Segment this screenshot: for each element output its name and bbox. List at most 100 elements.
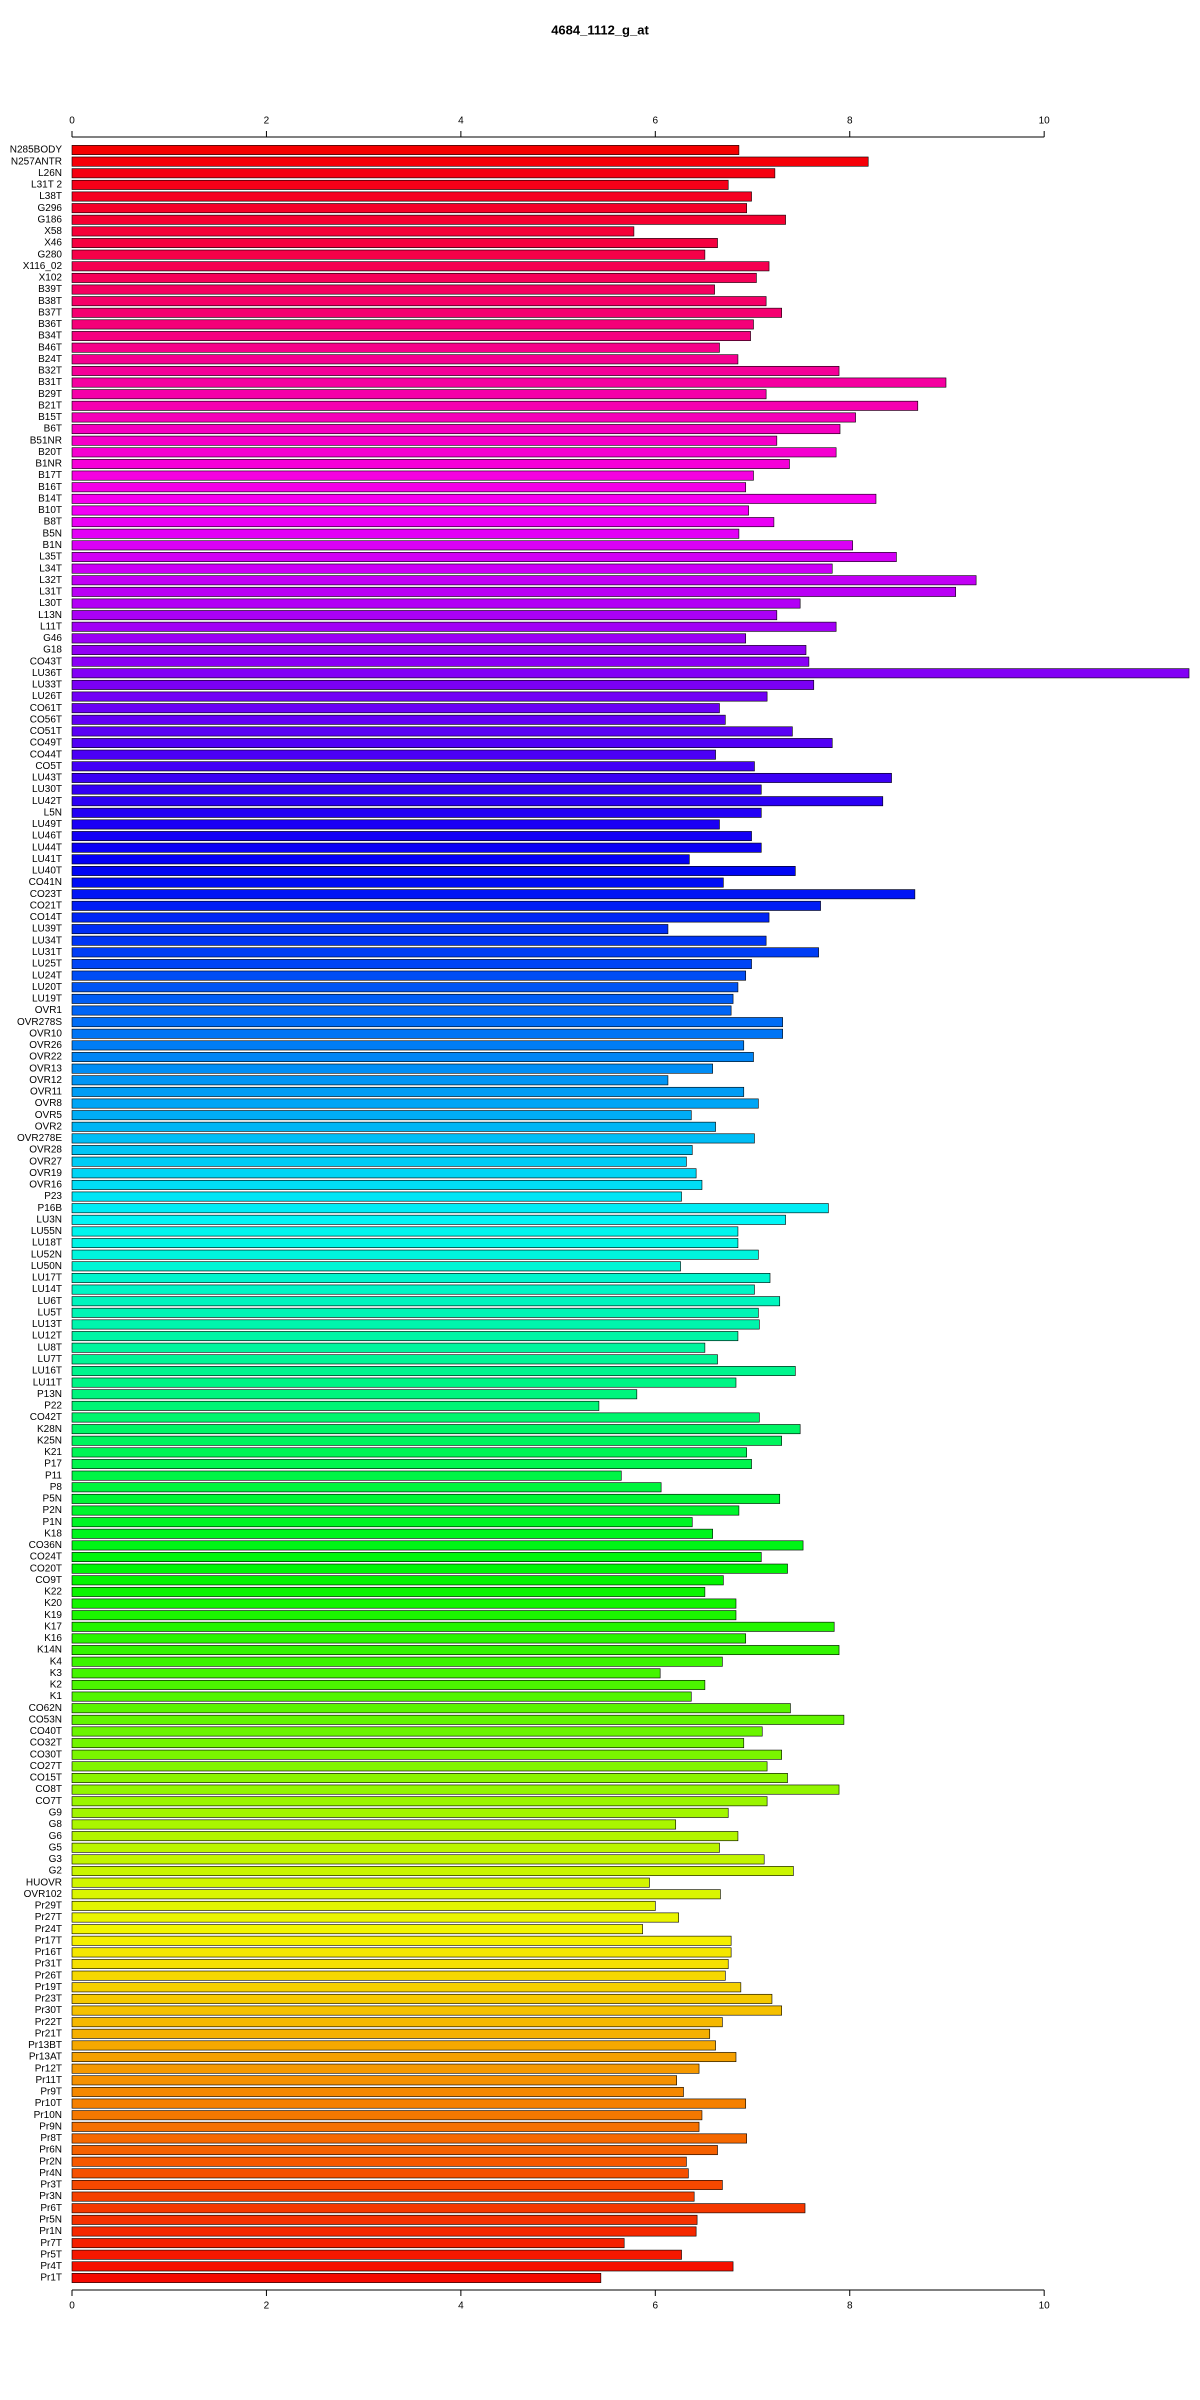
bar [71,2121,700,2132]
y-tick-label: OVR13 [29,1063,62,1074]
y-tick-label: CO15T [30,1773,62,1784]
y-tick-label: B6T [44,424,62,435]
y-tick-label: B37T [38,307,62,318]
bar [71,342,720,353]
y-tick-label: Pr21T [35,2028,62,2039]
y-tick-label: K18 [44,1528,62,1539]
bar [71,1261,681,1272]
bar [71,621,837,632]
bar [71,1354,718,1365]
bar [71,1598,737,1609]
bar [71,831,752,842]
bar [71,540,853,551]
y-tick-label: Pr7T [40,2238,62,2249]
bar [71,1679,706,1690]
bar [71,284,715,295]
y-tick-label: K3 [50,1668,63,1679]
bar [71,1633,747,1644]
bar [71,249,706,260]
y-tick-label: CO44T [30,749,62,760]
y-tick-label: K17 [44,1621,62,1632]
bar [71,1400,600,1411]
y-tick-label: CO30T [30,1749,62,1760]
y-tick-label: LU3N [36,1214,62,1225]
bar [71,1854,765,1865]
bar [71,1540,804,1551]
bar [71,214,786,225]
y-tick-label: P5N [43,1494,62,1505]
bar [71,714,726,725]
x-tick-label: 4 [458,116,464,127]
bar [71,191,752,202]
y-tick-label: Pr26T [35,1970,62,1981]
bar [71,1761,768,1772]
bar [71,1610,737,1621]
bar [71,1098,759,1109]
bar [71,1819,677,1830]
bar [71,610,778,621]
bar [71,1831,739,1842]
bar [71,1773,788,1783]
y-tick-label: LU14T [32,1284,62,1295]
bar [71,505,749,516]
bar [71,1052,754,1062]
bar [71,168,776,179]
x-tick-label: 4 [458,2301,464,2312]
y-tick-label: B15T [38,412,62,423]
bar [71,1063,713,1074]
bar [71,796,884,807]
y-tick-label: Pr27T [35,1912,62,1923]
bar [71,493,877,504]
y-tick-label: LU43T [32,773,62,784]
y-tick-label: B1N [43,540,62,551]
y-tick-label: CO53N [29,1714,62,1725]
bar [71,1482,662,1493]
y-tick-label: CO40T [30,1726,62,1737]
bar [71,389,767,400]
y-tick-label: Pr11T [36,2075,63,2086]
bar [71,1714,845,1725]
y-tick-label: Pr12T [35,2063,62,2074]
bar [71,1621,835,1632]
bar [71,412,856,423]
bar [71,2226,697,2237]
y-tick-label: X46 [44,238,62,249]
bar [71,912,770,923]
bar [71,1203,829,1214]
bar [71,563,833,574]
y-tick-label: LU17T [32,1273,62,1284]
y-tick-label: P2N [43,1505,62,1516]
bar [71,2075,677,2086]
y-tick-label: LU30T [32,784,62,795]
y-tick-label: Pr4N [39,2168,62,2179]
y-tick-label: LU50N [31,1261,62,1272]
bar [71,738,833,749]
bar [71,772,892,783]
y-tick-label: OVR19 [29,1168,62,1179]
y-tick-label: CO62N [29,1703,62,1714]
y-tick-label: P17 [44,1459,62,1470]
bar [71,2261,734,2272]
bar [71,2005,782,2016]
y-tick-label: OVR26 [29,1040,62,1051]
bar [71,1749,782,1760]
bar [71,1284,755,1295]
y-tick-label: Pr1T [40,2273,62,2284]
bar [71,807,762,818]
bar [71,447,837,458]
bar [71,1842,720,1853]
y-tick-label: Pr5N [39,2214,62,2225]
y-tick-label: CO7T [35,1796,62,1807]
y-tick-label: OVR5 [35,1110,63,1121]
bar [71,2040,716,2051]
x-tick-label: 8 [847,2301,853,2312]
y-tick-label: B24T [38,354,62,365]
y-tick-label: CO23T [30,889,62,900]
y-tick-label: LU55N [31,1226,62,1237]
y-tick-label: G296 [38,203,63,214]
bar [71,459,790,469]
bar [71,726,793,737]
y-tick-label: B38T [38,296,62,307]
y-tick-label: B17T [38,470,62,481]
